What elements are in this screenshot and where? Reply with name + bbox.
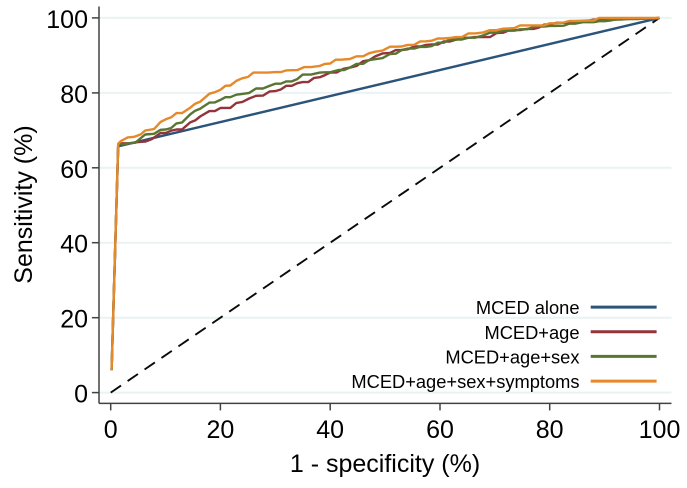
svg-text:60: 60 xyxy=(60,156,88,184)
svg-text:Sensitivity (%): Sensitivity (%) xyxy=(10,125,38,283)
svg-text:MCED+age+sex+symptoms: MCED+age+sex+symptoms xyxy=(351,371,579,392)
svg-text:60: 60 xyxy=(426,416,454,444)
svg-text:20: 20 xyxy=(60,306,88,334)
svg-text:MCED+age+sex: MCED+age+sex xyxy=(445,346,579,367)
svg-text:40: 40 xyxy=(316,416,344,444)
svg-text:0: 0 xyxy=(104,416,118,444)
svg-text:80: 80 xyxy=(536,416,564,444)
svg-text:MCED alone: MCED alone xyxy=(476,297,580,318)
svg-text:100: 100 xyxy=(639,416,681,444)
svg-text:MCED+age: MCED+age xyxy=(484,322,579,343)
svg-text:40: 40 xyxy=(60,231,88,259)
svg-text:80: 80 xyxy=(60,81,88,109)
svg-text:1 - specificity (%): 1 - specificity (%) xyxy=(290,450,480,478)
svg-text:0: 0 xyxy=(74,381,88,409)
svg-text:100: 100 xyxy=(46,6,88,34)
svg-text:20: 20 xyxy=(206,416,234,444)
